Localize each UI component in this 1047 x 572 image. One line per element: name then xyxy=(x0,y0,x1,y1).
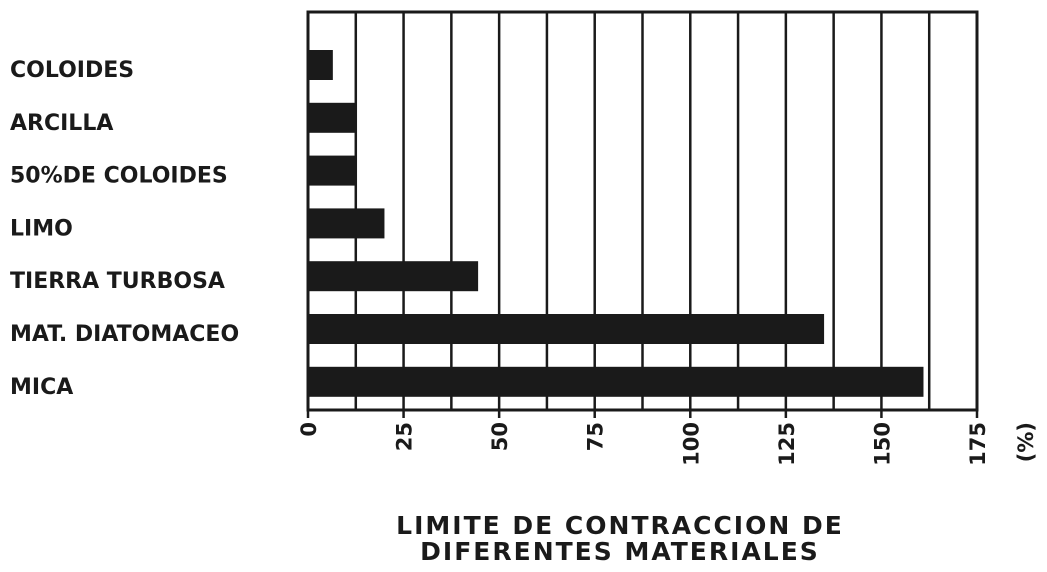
y-tick-label: MICA xyxy=(10,375,73,400)
y-tick-label: LIMO xyxy=(10,216,73,241)
y-tick-label: 50%DE COLOIDES xyxy=(10,164,228,189)
bar xyxy=(308,102,356,133)
bar xyxy=(308,50,333,80)
y-tick-label: TIERRA TURBOSA xyxy=(10,269,225,294)
bar xyxy=(308,155,356,186)
x-tick-label: 50 xyxy=(488,422,512,451)
chart-title: DIFERENTES MATERIALES xyxy=(420,537,820,566)
bar xyxy=(308,261,479,292)
y-tick-label: MAT. DIATOMACEO xyxy=(10,322,239,347)
x-axis-label: (%) xyxy=(1014,422,1038,462)
x-tick-label: 0 xyxy=(297,422,321,437)
x-tick-label: 175 xyxy=(966,422,990,466)
chart-title: LIMITE DE CONTRACCION DE xyxy=(396,511,844,540)
x-tick-label: 125 xyxy=(775,422,799,466)
x-tick-label: 25 xyxy=(393,422,417,451)
x-tick-label: 75 xyxy=(584,422,608,451)
y-tick-label: COLOIDES xyxy=(10,58,134,83)
bar xyxy=(308,366,924,397)
x-tick-label: 100 xyxy=(679,422,703,466)
x-tick-label: 150 xyxy=(870,422,894,466)
bar xyxy=(308,314,825,344)
y-tick-label: ARCILLA xyxy=(10,111,113,136)
bar xyxy=(308,208,385,239)
